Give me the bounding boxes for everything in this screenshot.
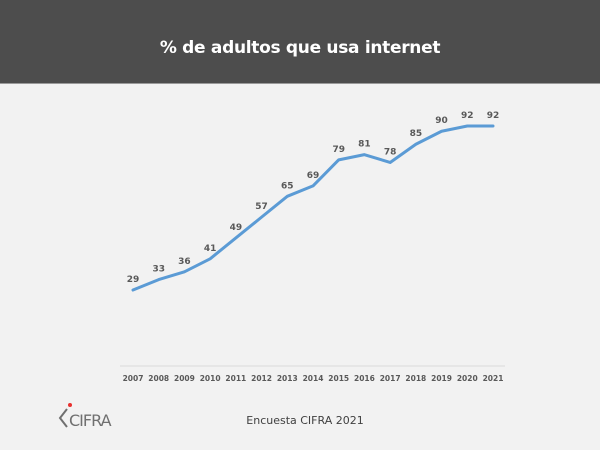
x-tick-label: 2010: [200, 374, 221, 383]
x-tick-label: 2011: [225, 374, 246, 383]
data-label: 36: [178, 257, 191, 267]
data-label: 79: [332, 145, 345, 155]
x-tick-label: 2017: [380, 374, 401, 383]
data-label: 49: [230, 223, 243, 233]
data-label: 78: [384, 147, 397, 157]
cifra-logo: CIFRA: [58, 403, 113, 430]
x-tick-label: 2016: [354, 374, 375, 383]
data-label: 57: [255, 202, 268, 212]
x-tick-label: 2019: [431, 374, 452, 383]
chart-title: % de adultos que usa internet: [159, 38, 441, 58]
data-label: 29: [127, 275, 140, 285]
x-tick-label: 2012: [251, 374, 272, 383]
x-tick-label: 2014: [303, 374, 324, 383]
data-label: 92: [461, 111, 474, 121]
data-label: 41: [204, 244, 217, 254]
data-label: 65: [281, 181, 294, 191]
x-tick-label: 2020: [457, 374, 478, 383]
x-tick-label: 2015: [328, 374, 349, 383]
x-tick-labels: 2007 2008 2009 2010 2011 2012 2013 2014 2015 2016…: [123, 374, 504, 383]
x-tick-label: 2018: [405, 374, 426, 383]
title-bar: % de adultos que usa internet: [0, 0, 600, 84]
series-line: [131, 124, 495, 292]
source-note: Encuesta CIFRA 2021: [246, 414, 364, 427]
logo-chevron: [58, 408, 68, 428]
data-labels: 29 33 36 41 49 57 65 69 79 81 78 85 90 92 92: [127, 111, 500, 285]
data-label: 92: [487, 111, 500, 121]
data-label: 85: [410, 129, 423, 139]
logo-dot: [68, 403, 72, 407]
data-label: 69: [307, 171, 320, 181]
x-tick-label: 2007: [123, 374, 144, 383]
x-tick-label: 2009: [174, 374, 195, 383]
logo-text: CIFRA: [69, 411, 112, 430]
data-label: 33: [152, 265, 165, 275]
x-tick-label: 2021: [483, 374, 504, 383]
x-tick-label: 2013: [277, 374, 298, 383]
data-label: 90: [435, 116, 448, 126]
data-label: 81: [358, 140, 371, 150]
x-tick-label: 2008: [148, 374, 169, 383]
